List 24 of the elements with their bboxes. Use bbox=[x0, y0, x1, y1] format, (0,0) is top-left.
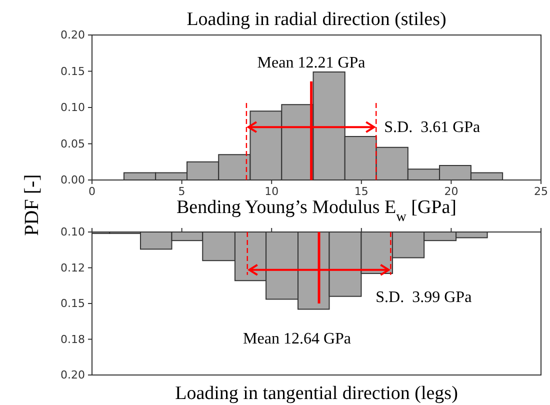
y-tick-label: 0.00 bbox=[60, 174, 85, 187]
x-axis-title: Bending Young’s Modulus E$_{w}$ [GPa] bbox=[176, 197, 457, 225]
x-tick-label: 20 bbox=[444, 184, 458, 198]
ref-line-label: Mean 12.64 GPa bbox=[243, 330, 352, 348]
annotation: S.D. 3.61 GPa bbox=[384, 119, 480, 136]
y-tick-label: 0.10 bbox=[60, 101, 85, 114]
y-tick-label: 0.18 bbox=[60, 332, 85, 346]
y-tick-label: 0.12 bbox=[60, 261, 85, 274]
y-axis-title: PDF [-] bbox=[21, 174, 43, 236]
text: Loading in tangential direction (legs) bbox=[175, 383, 458, 404]
x-tick-label: 15 bbox=[354, 184, 368, 198]
y-tick-label: 0.10 bbox=[60, 226, 85, 239]
annotation: S.D. 3.99 GPa bbox=[376, 288, 472, 306]
y-tick-label: 0.20 bbox=[60, 28, 85, 42]
chart-title: Loading in radial direction (stiles) bbox=[186, 9, 446, 30]
x-tick-label: 10 bbox=[264, 184, 279, 198]
ref-line-label: Mean 12.21 GPa bbox=[257, 54, 366, 72]
y-tick-label: 0.15 bbox=[60, 64, 85, 78]
x-tick-label: 5 bbox=[178, 184, 186, 198]
x-tick-label: 25 bbox=[534, 184, 548, 198]
y-tick-label: 0.15 bbox=[60, 297, 85, 310]
x-tick-label: 0 bbox=[88, 184, 96, 198]
y-tick-label: 0.05 bbox=[60, 137, 85, 150]
y-tick-label: 0.20 bbox=[60, 368, 85, 382]
